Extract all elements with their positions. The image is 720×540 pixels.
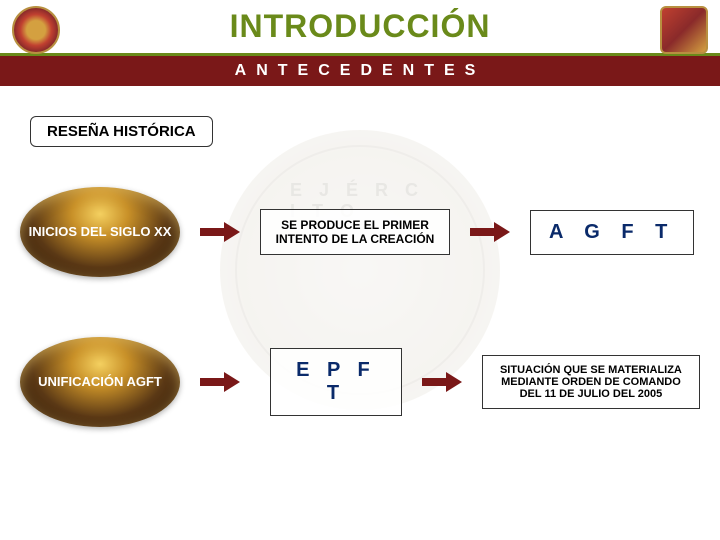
arrow-right-icon (422, 370, 462, 394)
header: INTRODUCCIÓN (0, 0, 720, 56)
oval-unificacion: UNIFICACIÓN AGFT (20, 337, 180, 427)
box-situacion: SITUACIÓN QUE SE MATERIALIZA MEDIANTE OR… (482, 355, 700, 409)
box-epft: E P F T (270, 348, 402, 416)
subtitle-text: ANTECEDENTES (235, 62, 486, 80)
oval-inicios: INICIOS DEL SIGLO XX (20, 187, 180, 277)
arrow-right-icon (470, 220, 510, 244)
row-1: INICIOS DEL SIGLO XX SE PRODUCE EL PRIME… (20, 187, 700, 277)
box-agft: A G F T (530, 210, 694, 255)
page-title: INTRODUCCIÓN (230, 8, 491, 45)
row-2: UNIFICACIÓN AGFT E P F T SITUACIÓN QUE S… (20, 337, 700, 427)
logo-right-icon (660, 6, 708, 54)
arrow-right-icon (200, 220, 240, 244)
section-label: RESEÑA HISTÓRICA (30, 116, 213, 147)
box-primer-intento: SE PRODUCE EL PRIMER INTENTO DE LA CREAC… (260, 209, 450, 255)
arrow-right-icon (200, 370, 240, 394)
subtitle-bar: ANTECEDENTES (0, 56, 720, 86)
logo-left-icon (12, 6, 60, 54)
